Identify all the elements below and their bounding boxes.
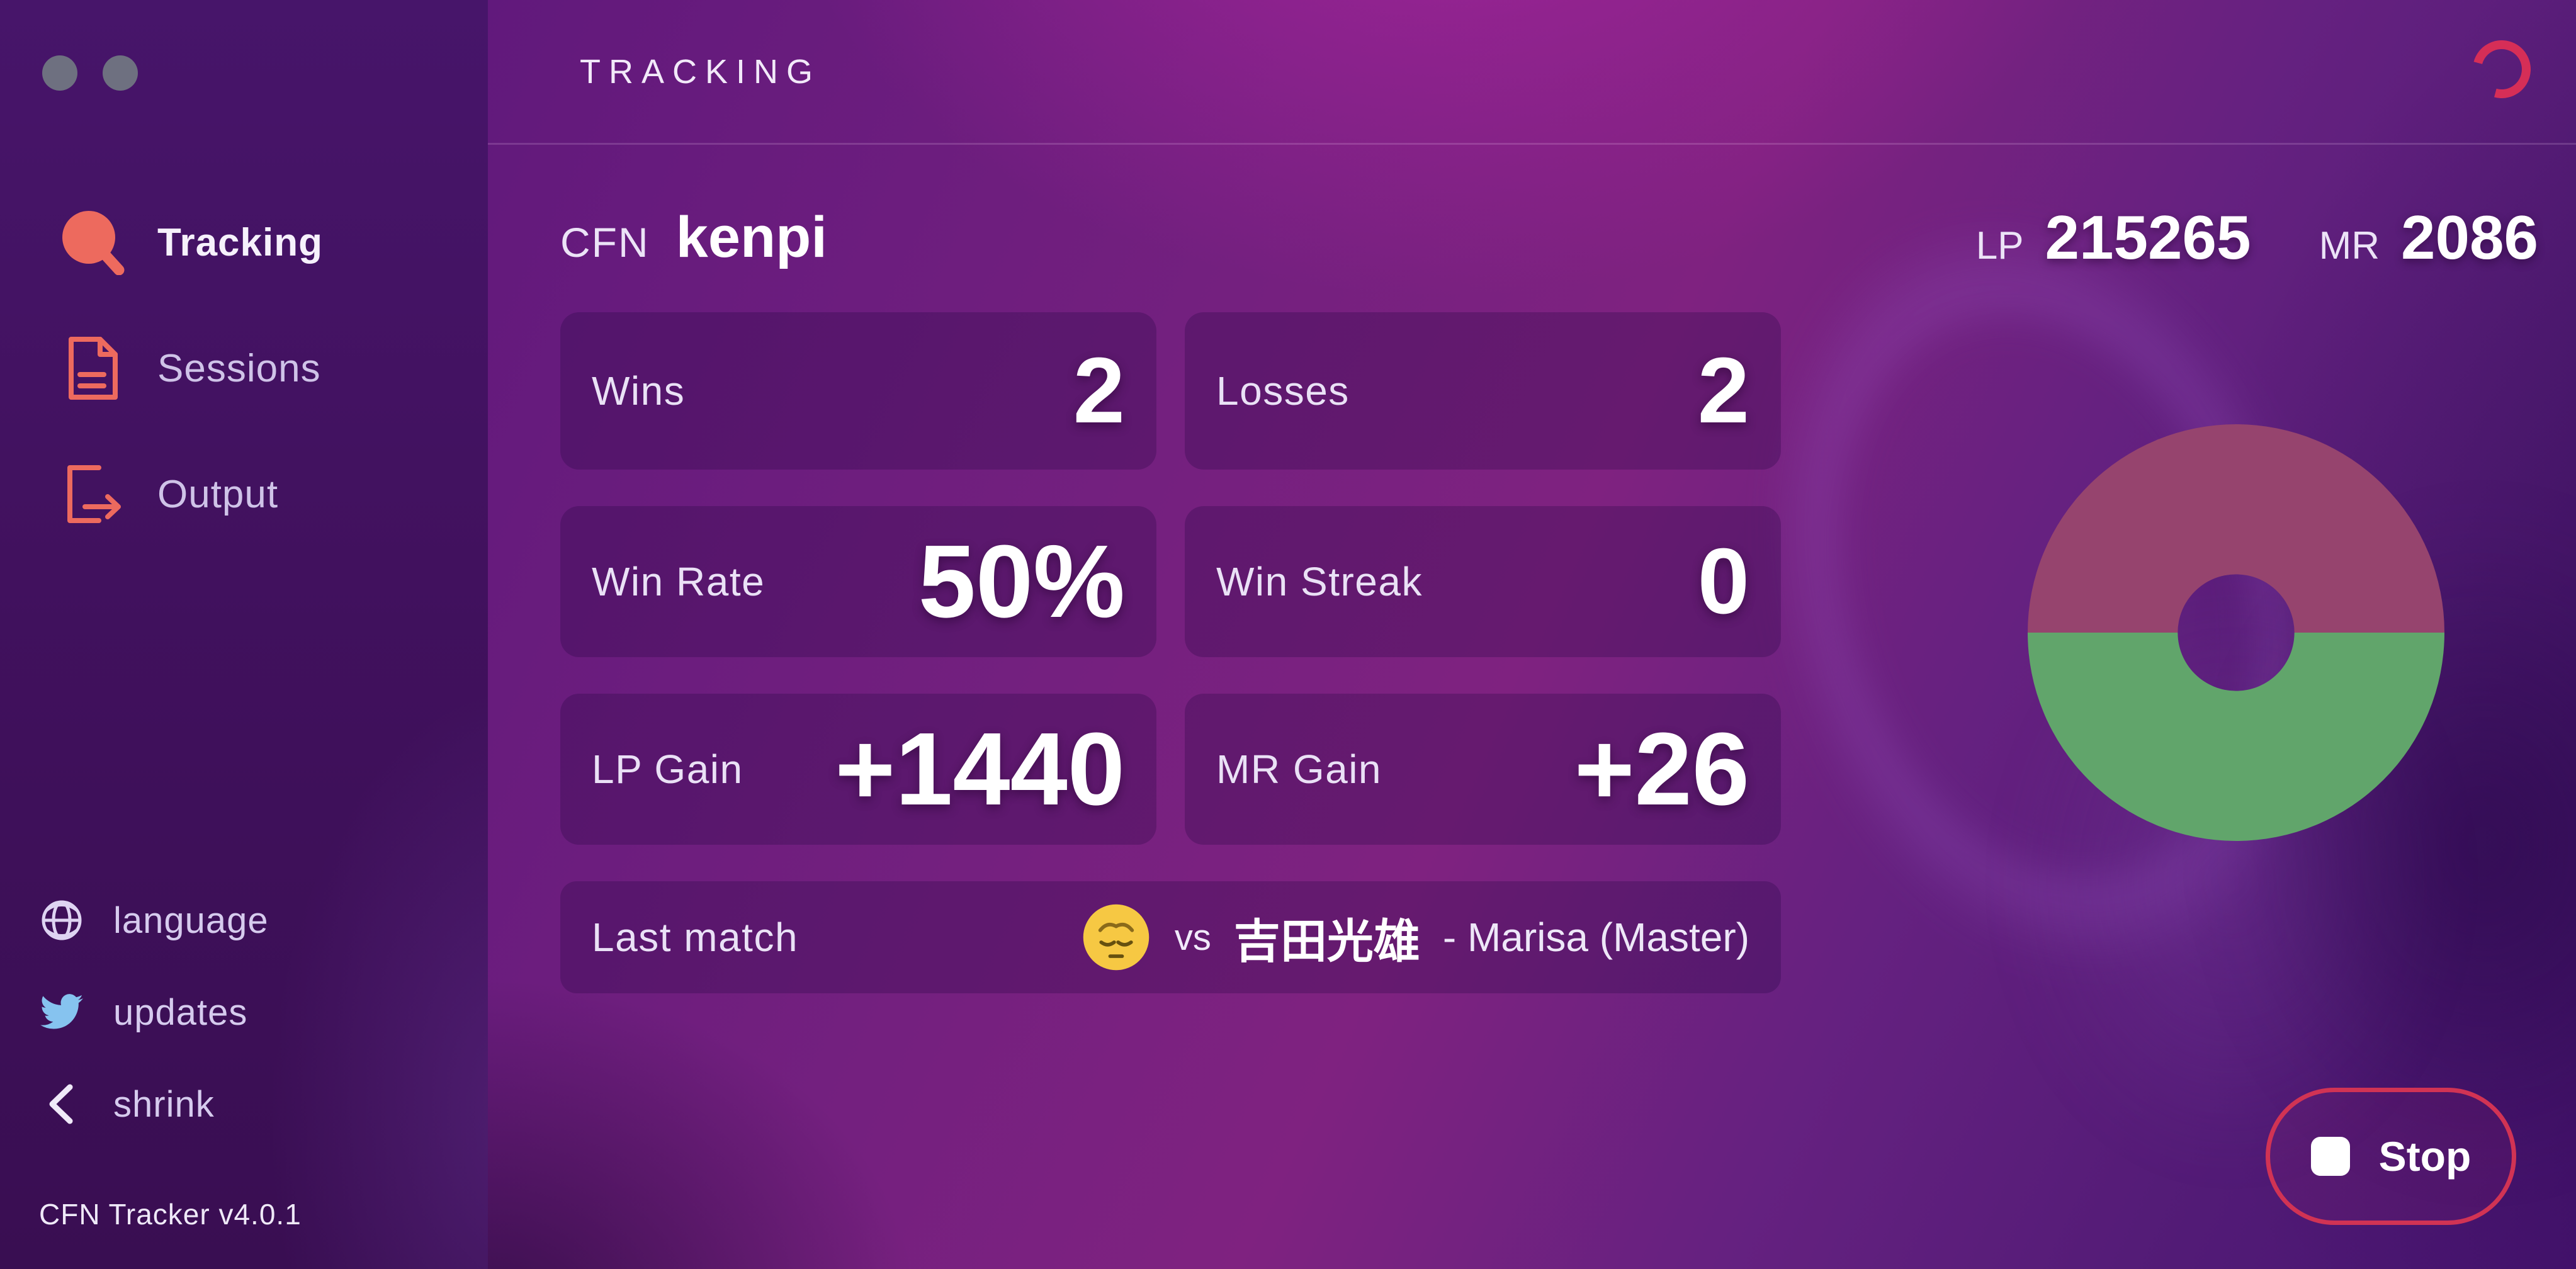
sidebar-item-label: Tracking <box>157 220 323 264</box>
wins-label: Wins <box>592 368 686 414</box>
wins-value: 2 <box>1073 339 1125 443</box>
player-identity: CFN kenpi <box>560 205 827 271</box>
lp-gain-value: +1440 <box>835 711 1125 826</box>
sidebar-item-label: Sessions <box>157 346 321 390</box>
wins-card: Wins 2 <box>560 312 1156 470</box>
sidebar-item-label: shrink <box>113 1083 215 1125</box>
sidebar-item-sessions[interactable]: Sessions <box>0 315 488 422</box>
win-rate-value: 50% <box>918 524 1125 639</box>
player-summary-row: CFN kenpi LP 215265 MR 2086 <box>560 196 2538 278</box>
stats-grid: Wins 2 Losses 2 Win Rate 50% Win Streak … <box>560 312 1781 993</box>
last-match-details: vs 吉田光雄 - Marisa (Master) <box>1080 901 1749 973</box>
sidebar-item-label: language <box>113 900 269 941</box>
mr-gain-label: MR Gain <box>1216 747 1382 792</box>
mr-label: MR <box>2319 223 2380 268</box>
magnifier-icon <box>58 208 127 277</box>
page-title: TRACKING <box>580 52 822 91</box>
player-points: LP 215265 MR 2086 <box>1976 202 2538 273</box>
window-controls <box>42 55 138 91</box>
window-dot-icon[interactable] <box>103 55 138 91</box>
sidebar-footer-nav: language updates shrink <box>0 883 488 1158</box>
donut-segment-losses <box>2028 424 2444 633</box>
lp-stat: LP 215265 <box>1976 202 2251 273</box>
win-rate-card: Win Rate 50% <box>560 506 1156 657</box>
sidebar-item-updates[interactable]: updates <box>0 974 488 1050</box>
sidebar-item-output[interactable]: Output <box>0 441 488 548</box>
stop-button-label: Stop <box>2378 1133 2471 1180</box>
lp-value: 215265 <box>2045 202 2251 272</box>
export-icon <box>58 460 127 529</box>
twitter-icon <box>38 988 86 1036</box>
opponent-name: 吉田光雄 <box>1233 915 1420 967</box>
last-match-label: Last match <box>592 915 799 960</box>
document-icon <box>58 334 127 403</box>
globe-icon <box>38 896 86 944</box>
mr-gain-card: MR Gain +26 <box>1185 694 1781 845</box>
window-dot-icon[interactable] <box>42 55 77 91</box>
donut-segment-wins <box>2028 633 2444 841</box>
mr-stat: MR 2086 <box>2319 202 2538 273</box>
mr-value: 2086 <box>2400 202 2538 272</box>
last-match-card: Last match vs 吉田光雄 - Ma <box>560 881 1781 993</box>
cfn-label: CFN <box>560 218 650 266</box>
sidebar-item-language[interactable]: language <box>0 883 488 958</box>
sidebar-item-shrink[interactable]: shrink <box>0 1066 488 1142</box>
opponent-character-rank: - Marisa (Master) <box>1442 915 1749 960</box>
losses-value: 2 <box>1697 339 1749 443</box>
vs-label: vs <box>1174 916 1211 958</box>
winrate-donut <box>2028 424 2444 841</box>
player-name: kenpi <box>675 205 827 269</box>
app-version-label: CFN Tracker v4.0.1 <box>39 1198 302 1231</box>
lp-gain-label: LP Gain <box>592 747 743 792</box>
sidebar: Tracking Sessions <box>0 0 488 1269</box>
sidebar-item-label: Output <box>157 472 279 516</box>
mr-gain-value: +26 <box>1574 711 1749 826</box>
sidebar-item-label: updates <box>113 991 248 1033</box>
win-rate-label: Win Rate <box>592 559 765 604</box>
sidebar-nav: Tracking Sessions <box>0 189 488 567</box>
page-header: TRACKING <box>488 0 2576 145</box>
stop-square-icon <box>2310 1137 2350 1176</box>
lp-label: LP <box>1975 223 2024 268</box>
win-streak-label: Win Streak <box>1216 559 1423 604</box>
lp-gain-card: LP Gain +1440 <box>560 694 1156 845</box>
stop-button[interactable]: Stop <box>2266 1088 2516 1225</box>
sidebar-item-tracking[interactable]: Tracking <box>0 189 488 296</box>
win-streak-card: Win Streak 0 <box>1185 506 1781 657</box>
main-area: TRACKING CFN kenpi LP 215265 MR 2086 W <box>488 0 2576 1269</box>
chevron-left-icon <box>38 1080 86 1128</box>
losses-card: Losses 2 <box>1185 312 1781 470</box>
losses-label: Losses <box>1216 368 1350 414</box>
win-streak-value: 0 <box>1697 529 1749 633</box>
pensive-face-icon <box>1080 901 1152 973</box>
